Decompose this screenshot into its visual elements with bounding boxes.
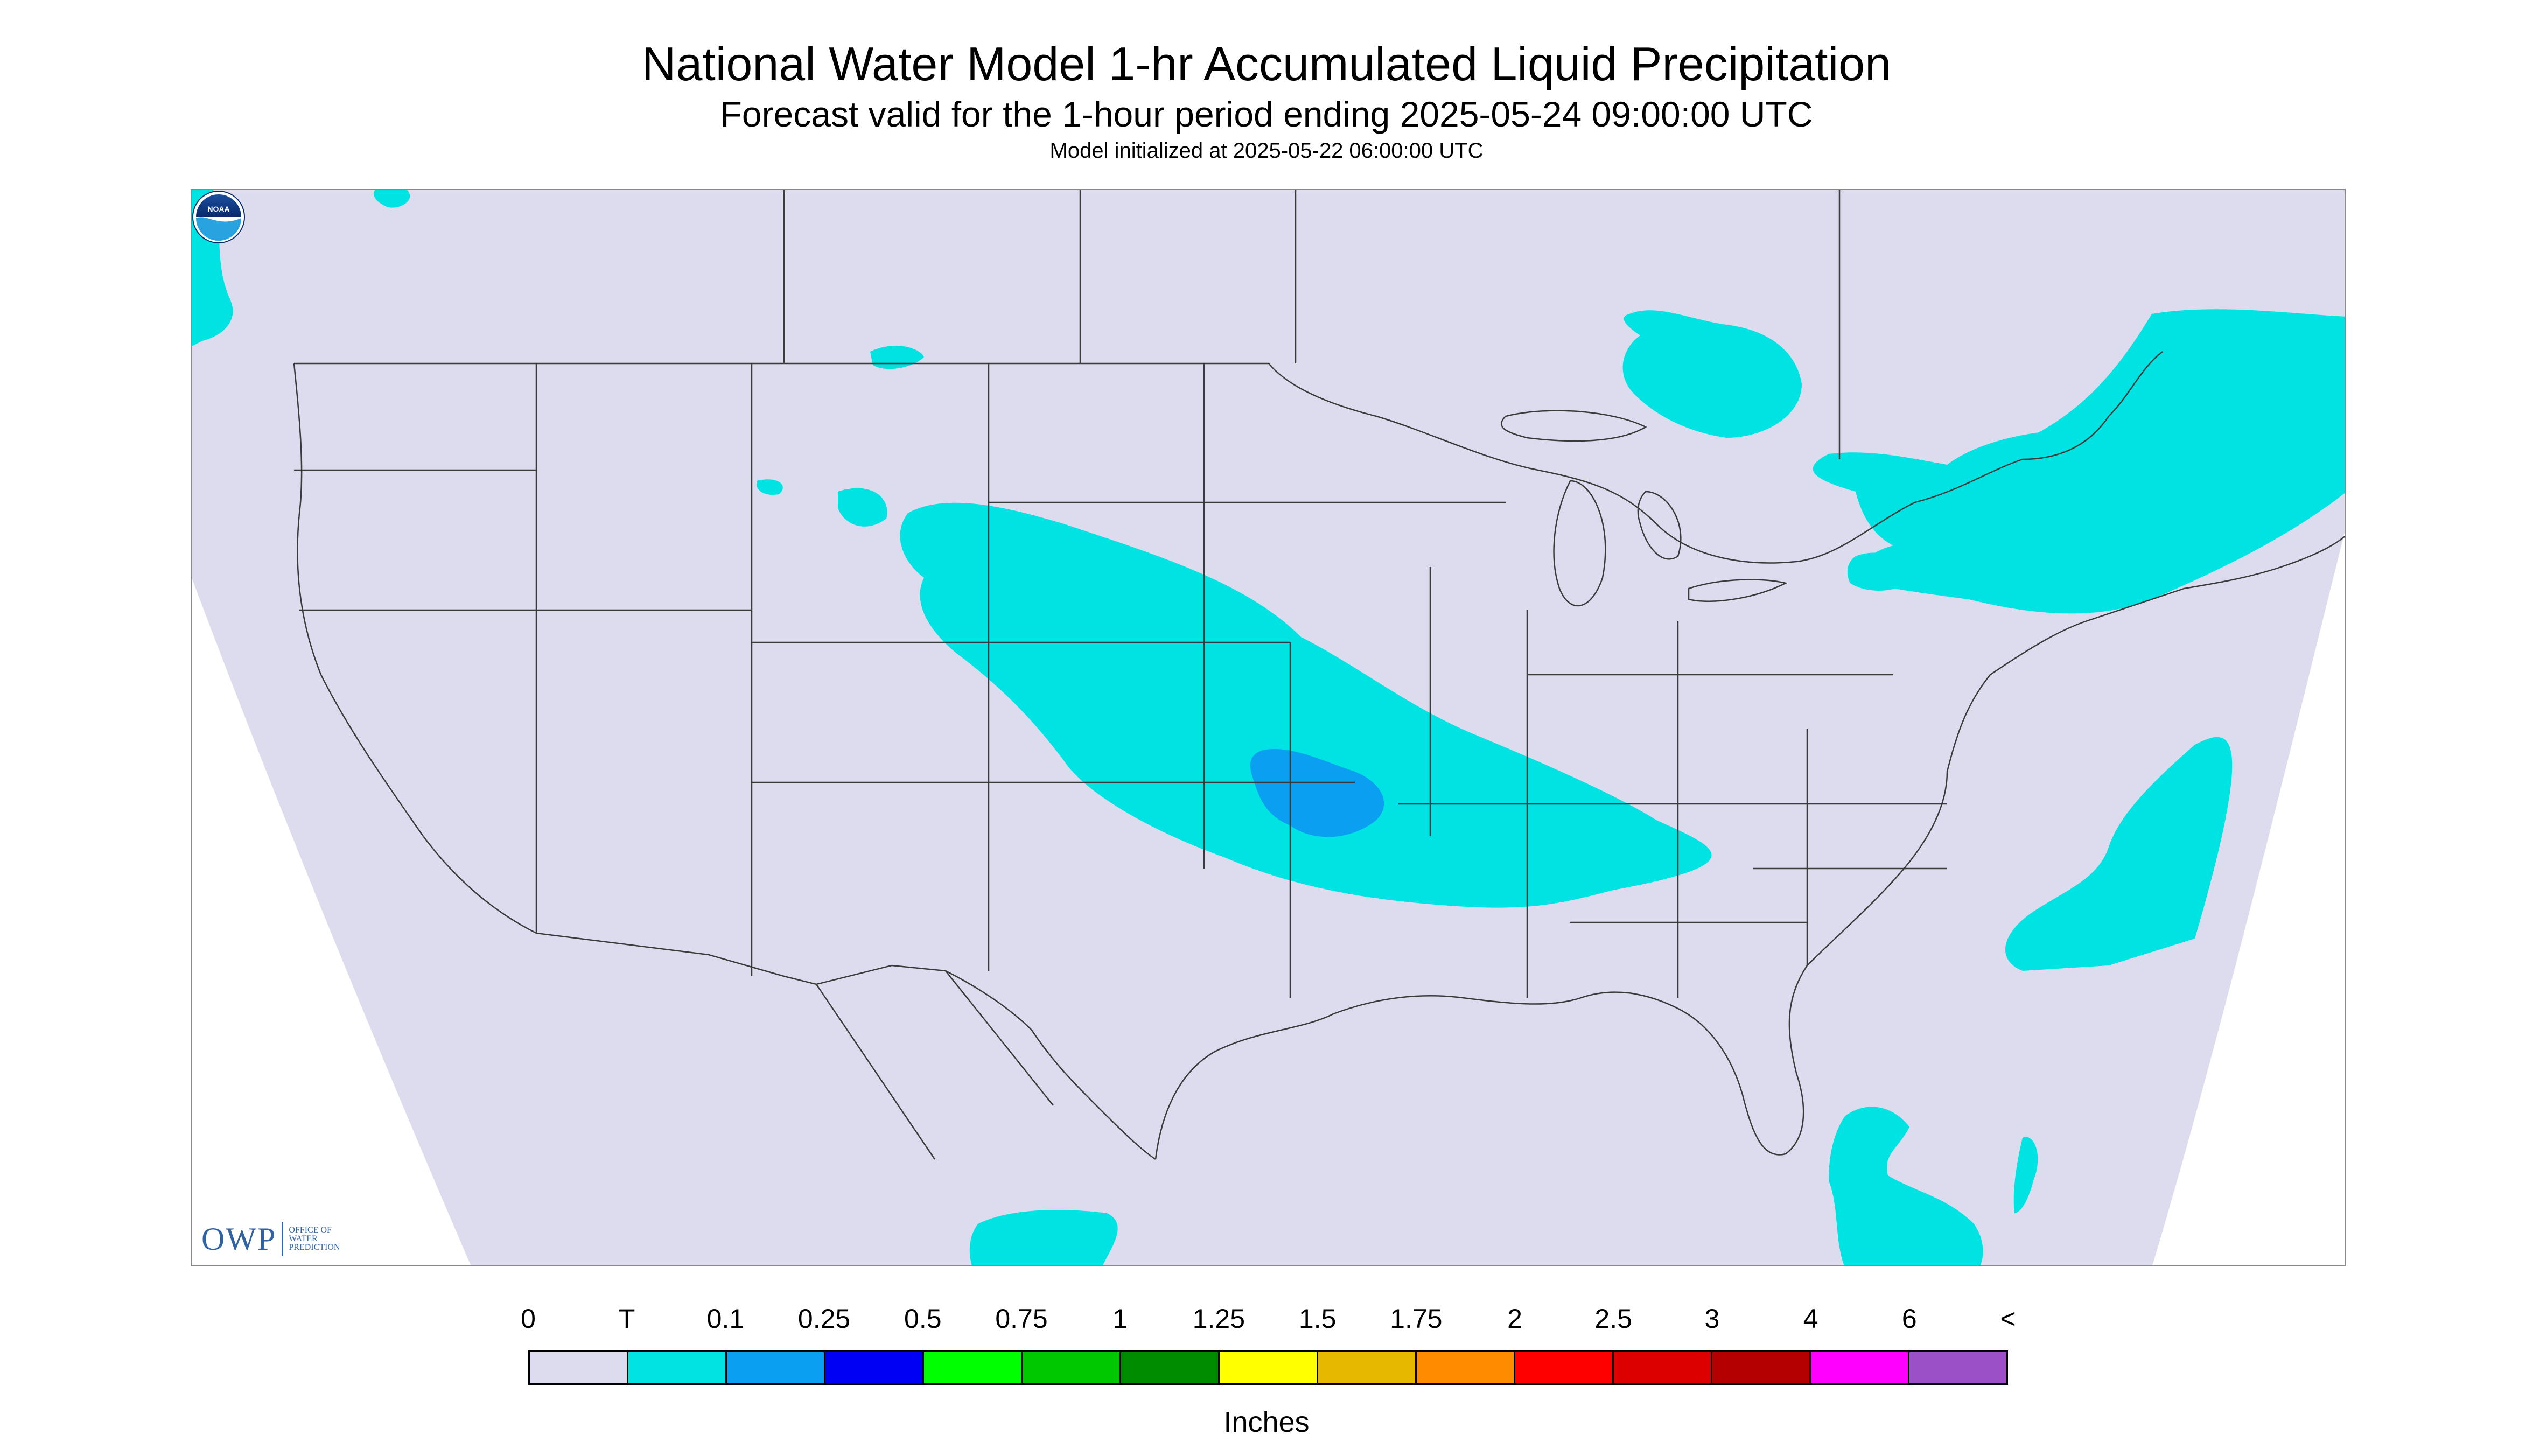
political-boundaries xyxy=(293,190,2345,1160)
legend-swatch xyxy=(1023,1352,1121,1383)
legend-swatch xyxy=(1417,1352,1515,1383)
lake-erie xyxy=(1688,579,1788,602)
gulf-coast xyxy=(1154,965,1808,1160)
legend-swatch xyxy=(825,1352,924,1383)
legend-label: 0.1 xyxy=(706,1304,745,1334)
legend-swatch xyxy=(924,1352,1023,1383)
owp-logo-line: OFFICE OF xyxy=(289,1226,332,1235)
precipitation-map: OWP OFFICE OF WATER PREDICTION NOAA xyxy=(191,189,2346,1266)
legend-swatch xyxy=(1909,1352,2006,1383)
map-title: National Water Model 1-hr Accumulated Li… xyxy=(641,37,1892,90)
legend-label: 1.5 xyxy=(1298,1304,1337,1334)
legend-swatch xyxy=(1318,1352,1417,1383)
legend-colorbar xyxy=(528,1350,2008,1385)
lake-superior xyxy=(1501,410,1647,442)
legend-units: Inches xyxy=(1223,1406,1310,1438)
legend-label: 0.5 xyxy=(904,1304,942,1334)
legend-label: < xyxy=(2000,1304,2016,1334)
legend-label: T xyxy=(618,1304,635,1334)
owp-logo-line: PREDICTION xyxy=(289,1243,340,1252)
west-coast xyxy=(293,363,537,934)
lake-huron xyxy=(1637,491,1682,560)
east-coast xyxy=(1807,535,2345,966)
legend-label: 4 xyxy=(1803,1304,1818,1334)
precip-area-atlantic xyxy=(2005,737,2233,971)
map-canvas xyxy=(192,190,2345,1265)
legend-swatch xyxy=(727,1352,825,1383)
precip-area-plains xyxy=(900,502,1712,908)
precip-area-sd xyxy=(838,488,887,527)
legend-label: 0.75 xyxy=(995,1304,1048,1334)
mexico-line-2 xyxy=(945,970,1054,1106)
legend-swatch xyxy=(1614,1352,1712,1383)
precip-area-ontario xyxy=(1622,310,1802,438)
model-init-line: Model initialized at 2025-05-22 06:00:00… xyxy=(1049,139,1484,163)
precip-area-gulf-honduras xyxy=(969,1210,1118,1265)
legend-label: 2 xyxy=(1507,1304,1522,1334)
precip-area-northeast xyxy=(1813,309,2345,614)
precip-area-wy xyxy=(757,479,783,495)
owp-logo: OWP OFFICE OF WATER PREDICTION xyxy=(201,1219,340,1259)
owp-logo-divider xyxy=(282,1222,284,1256)
legend-label: 2.5 xyxy=(1594,1304,1632,1334)
legend-labels: 0 T 0.1 0.25 0.5 0.75 1 1.25 1.5 1.75 2 2.5 3 4 6 < xyxy=(0,1303,2533,1335)
owp-logo-mark: OWP xyxy=(201,1221,277,1257)
noaa-logo: NOAA xyxy=(192,191,245,243)
map-subtitle: Forecast valid for the 1-hour period end… xyxy=(720,94,1813,134)
legend-label: 0.25 xyxy=(797,1304,851,1334)
legend-swatch xyxy=(1811,1352,1909,1383)
us-mexico-border xyxy=(536,932,1156,1160)
legend-swatch xyxy=(1515,1352,1614,1383)
noaa-logo-text: NOAA xyxy=(207,205,229,213)
owp-logo-text: OFFICE OF WATER PREDICTION xyxy=(289,1226,340,1252)
precip-area-bc-coast xyxy=(374,190,410,208)
legend-label: 3 xyxy=(1704,1304,1720,1334)
legend-swatch xyxy=(530,1352,628,1383)
legend-swatch xyxy=(628,1352,727,1383)
legend-label: 1.75 xyxy=(1390,1304,1443,1334)
mexico-line-1 xyxy=(815,984,936,1160)
precip-area-kansas-core xyxy=(1250,749,1384,837)
trace-precip-areas xyxy=(192,190,2345,1265)
legend-label: 1.25 xyxy=(1192,1304,1245,1334)
legend-label: 0 xyxy=(521,1304,536,1334)
precip-area-lake-erie xyxy=(1847,552,1915,591)
legend-swatch xyxy=(1712,1352,1811,1383)
legend-label: 1 xyxy=(1112,1304,1128,1334)
lake-michigan xyxy=(1553,480,1606,607)
legend-label: 6 xyxy=(1901,1304,1917,1334)
precip-area-caribbean-east xyxy=(2013,1137,2038,1213)
us-canada-border xyxy=(294,351,2163,564)
legend-swatch xyxy=(1121,1352,1220,1383)
owp-logo-line: WATER xyxy=(289,1234,318,1243)
precip-area-caribbean xyxy=(1829,1107,1983,1265)
legend-swatch xyxy=(1220,1352,1318,1383)
